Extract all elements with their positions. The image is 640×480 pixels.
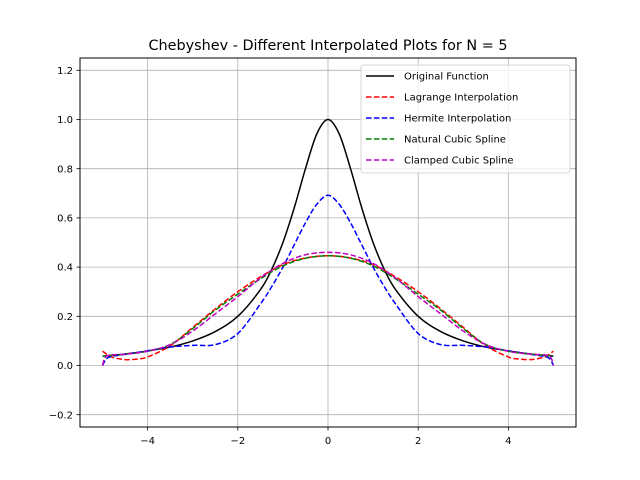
y-tick-label: 0.8 <box>57 164 73 175</box>
x-tick-label: 2 <box>415 436 421 447</box>
chart-title: Chebyshev - Different Interpolated Plots… <box>148 38 507 54</box>
legend-label: Clamped Cubic Spline <box>404 156 514 167</box>
legend-label: Original Function <box>404 72 489 83</box>
y-tick-label: 0.4 <box>57 263 73 274</box>
y-tick-label: 1.2 <box>57 66 73 77</box>
y-tick-label: 0.6 <box>57 214 73 225</box>
legend-label: Hermite Interpolation <box>404 114 511 125</box>
ticks-group: −4 −2 0 2 4 −0.2 0.0 0.2 0.4 0.6 0.8 1.0 1.2 <box>49 66 512 447</box>
legend-label: Natural Cubic Spline <box>404 135 506 146</box>
x-tick-label: −4 <box>140 436 155 447</box>
series-line-original-function <box>102 118 554 357</box>
y-tick-label: 0.2 <box>57 312 73 323</box>
x-tick-label: −2 <box>230 436 245 447</box>
y-tick-label: −0.2 <box>49 410 73 421</box>
y-tick-label: 1.0 <box>57 115 73 126</box>
series-line-hermite-interpolation <box>101 194 555 366</box>
y-tick-label: 0.0 <box>57 361 73 372</box>
legend-label: Lagrange Interpolation <box>404 93 518 104</box>
legend-box <box>360 64 571 174</box>
legend: Original Function Lagrange Interpolation H… <box>360 64 571 174</box>
x-tick-label: 4 <box>505 436 511 447</box>
series-group <box>101 118 555 366</box>
series-line-clamped-cubic-spline <box>101 251 555 366</box>
x-tick-label: 0 <box>325 436 331 447</box>
